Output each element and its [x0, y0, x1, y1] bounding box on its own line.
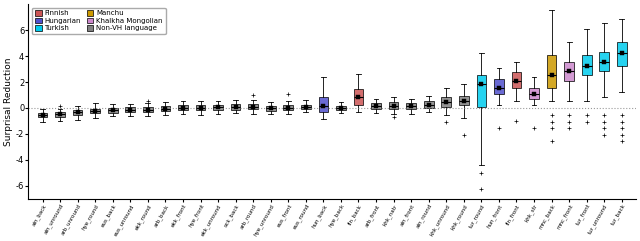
- PathPatch shape: [582, 55, 591, 75]
- PathPatch shape: [38, 113, 47, 117]
- PathPatch shape: [196, 105, 205, 110]
- PathPatch shape: [388, 102, 399, 109]
- PathPatch shape: [73, 110, 83, 115]
- PathPatch shape: [354, 89, 364, 105]
- PathPatch shape: [547, 55, 556, 88]
- PathPatch shape: [143, 107, 153, 112]
- PathPatch shape: [617, 42, 627, 66]
- PathPatch shape: [511, 72, 522, 88]
- PathPatch shape: [406, 103, 416, 109]
- PathPatch shape: [55, 112, 65, 117]
- PathPatch shape: [529, 88, 539, 99]
- PathPatch shape: [301, 105, 310, 109]
- PathPatch shape: [108, 108, 118, 113]
- PathPatch shape: [125, 107, 135, 112]
- PathPatch shape: [477, 75, 486, 107]
- PathPatch shape: [371, 103, 381, 109]
- Y-axis label: Surprisal Reduction: Surprisal Reduction: [4, 57, 13, 146]
- PathPatch shape: [231, 104, 241, 109]
- PathPatch shape: [336, 106, 346, 110]
- PathPatch shape: [161, 106, 170, 111]
- PathPatch shape: [178, 105, 188, 110]
- PathPatch shape: [266, 106, 276, 111]
- PathPatch shape: [564, 62, 574, 81]
- PathPatch shape: [494, 79, 504, 94]
- PathPatch shape: [319, 97, 328, 112]
- PathPatch shape: [284, 105, 293, 110]
- PathPatch shape: [213, 105, 223, 109]
- PathPatch shape: [600, 52, 609, 71]
- PathPatch shape: [442, 97, 451, 107]
- PathPatch shape: [424, 101, 433, 108]
- PathPatch shape: [248, 104, 258, 109]
- Legend: Finnish, Hungarian, Turkish, Manchu, Khalkha Mongolian, Non-VH language: Finnish, Hungarian, Turkish, Manchu, Kha…: [32, 8, 166, 34]
- PathPatch shape: [90, 109, 100, 114]
- PathPatch shape: [459, 96, 468, 105]
